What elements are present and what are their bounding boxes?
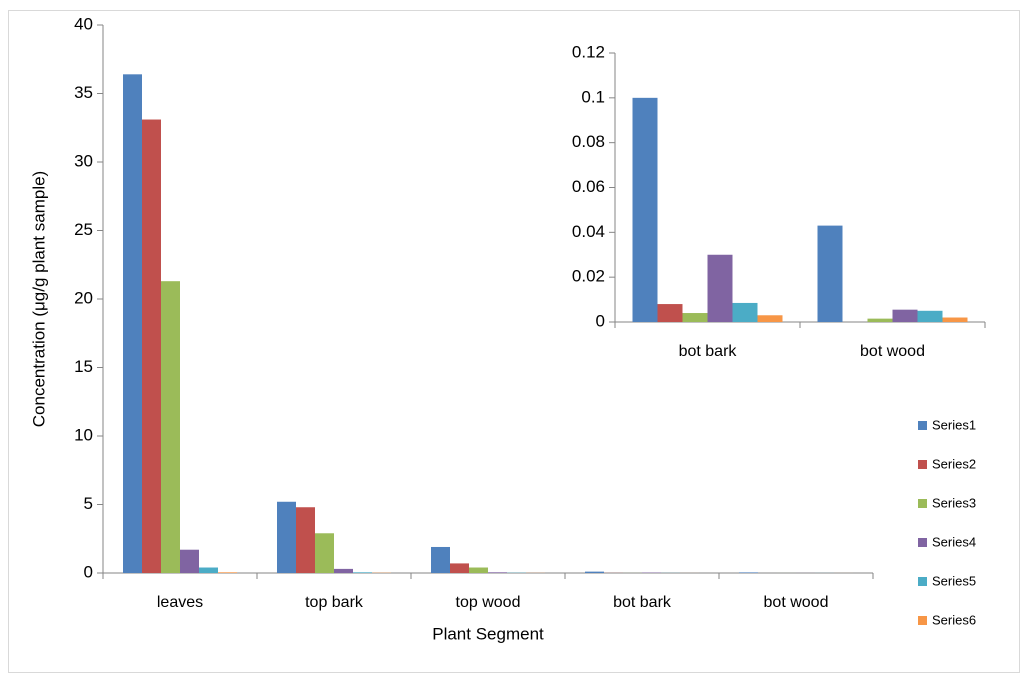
bar xyxy=(161,281,180,573)
legend-swatch xyxy=(918,538,927,547)
bar xyxy=(657,304,683,322)
bar xyxy=(732,302,758,322)
bar xyxy=(218,572,237,573)
legend-label: Series4 xyxy=(932,534,976,549)
x-tick-label: bot bark xyxy=(679,343,738,360)
bar xyxy=(315,533,334,573)
y-tick-label: 0.04 xyxy=(572,222,605,241)
bar xyxy=(707,254,733,322)
bar xyxy=(180,549,199,573)
bar xyxy=(199,567,218,573)
bar xyxy=(469,567,488,573)
bar xyxy=(757,315,783,322)
legend-label: Series2 xyxy=(932,456,976,471)
legend-swatch xyxy=(918,421,927,430)
bar xyxy=(142,119,161,573)
bar xyxy=(632,97,658,322)
bar xyxy=(892,309,918,322)
y-tick-label: 35 xyxy=(74,83,93,102)
x-tick-label: top wood xyxy=(456,594,521,611)
bar xyxy=(353,572,372,573)
x-tick-label: bot wood xyxy=(860,343,925,360)
y-tick-label: 10 xyxy=(74,425,93,444)
bar xyxy=(739,572,758,573)
y-tick-label: 0.06 xyxy=(572,177,605,196)
y-tick-label: 5 xyxy=(84,494,93,513)
legend-label: Series3 xyxy=(932,495,976,510)
y-axis-label: Concentration (μg/g plant sample) xyxy=(29,171,48,427)
x-tick-label: leaves xyxy=(157,594,203,611)
bar xyxy=(277,501,296,573)
legend-label: Series6 xyxy=(932,612,976,627)
legend-swatch xyxy=(918,577,927,586)
bar xyxy=(917,310,943,322)
bar xyxy=(682,313,708,322)
legend-swatch xyxy=(918,460,927,469)
bar xyxy=(488,572,507,573)
legend-label: Series5 xyxy=(932,573,976,588)
legend-swatch xyxy=(918,616,927,625)
bar xyxy=(334,568,353,573)
y-tick-label: 0 xyxy=(84,562,93,581)
y-tick-label: 0.08 xyxy=(572,132,605,151)
legend-label: Series1 xyxy=(932,417,976,432)
legend-swatch xyxy=(918,499,927,508)
y-tick-label: 25 xyxy=(74,220,93,239)
bar xyxy=(817,225,843,322)
bar xyxy=(585,571,604,573)
bar xyxy=(867,318,893,322)
x-tick-label: bot bark xyxy=(613,594,672,611)
y-tick-label: 0.1 xyxy=(581,87,605,106)
y-tick-label: 0.12 xyxy=(572,42,605,61)
y-tick-label: 40 xyxy=(74,14,93,33)
y-tick-label: 30 xyxy=(74,151,93,170)
bar xyxy=(123,74,142,573)
y-tick-label: 15 xyxy=(74,357,93,376)
bar xyxy=(296,507,315,573)
bar xyxy=(450,563,469,573)
y-tick-label: 0 xyxy=(596,311,605,330)
x-tick-label: bot wood xyxy=(764,594,829,611)
y-tick-label: 20 xyxy=(74,288,93,307)
y-tick-label: 0.02 xyxy=(572,267,605,286)
bar xyxy=(431,546,450,573)
x-axis-label: Plant Segment xyxy=(432,624,544,643)
x-tick-label: top bark xyxy=(305,594,364,611)
bar xyxy=(942,317,968,322)
